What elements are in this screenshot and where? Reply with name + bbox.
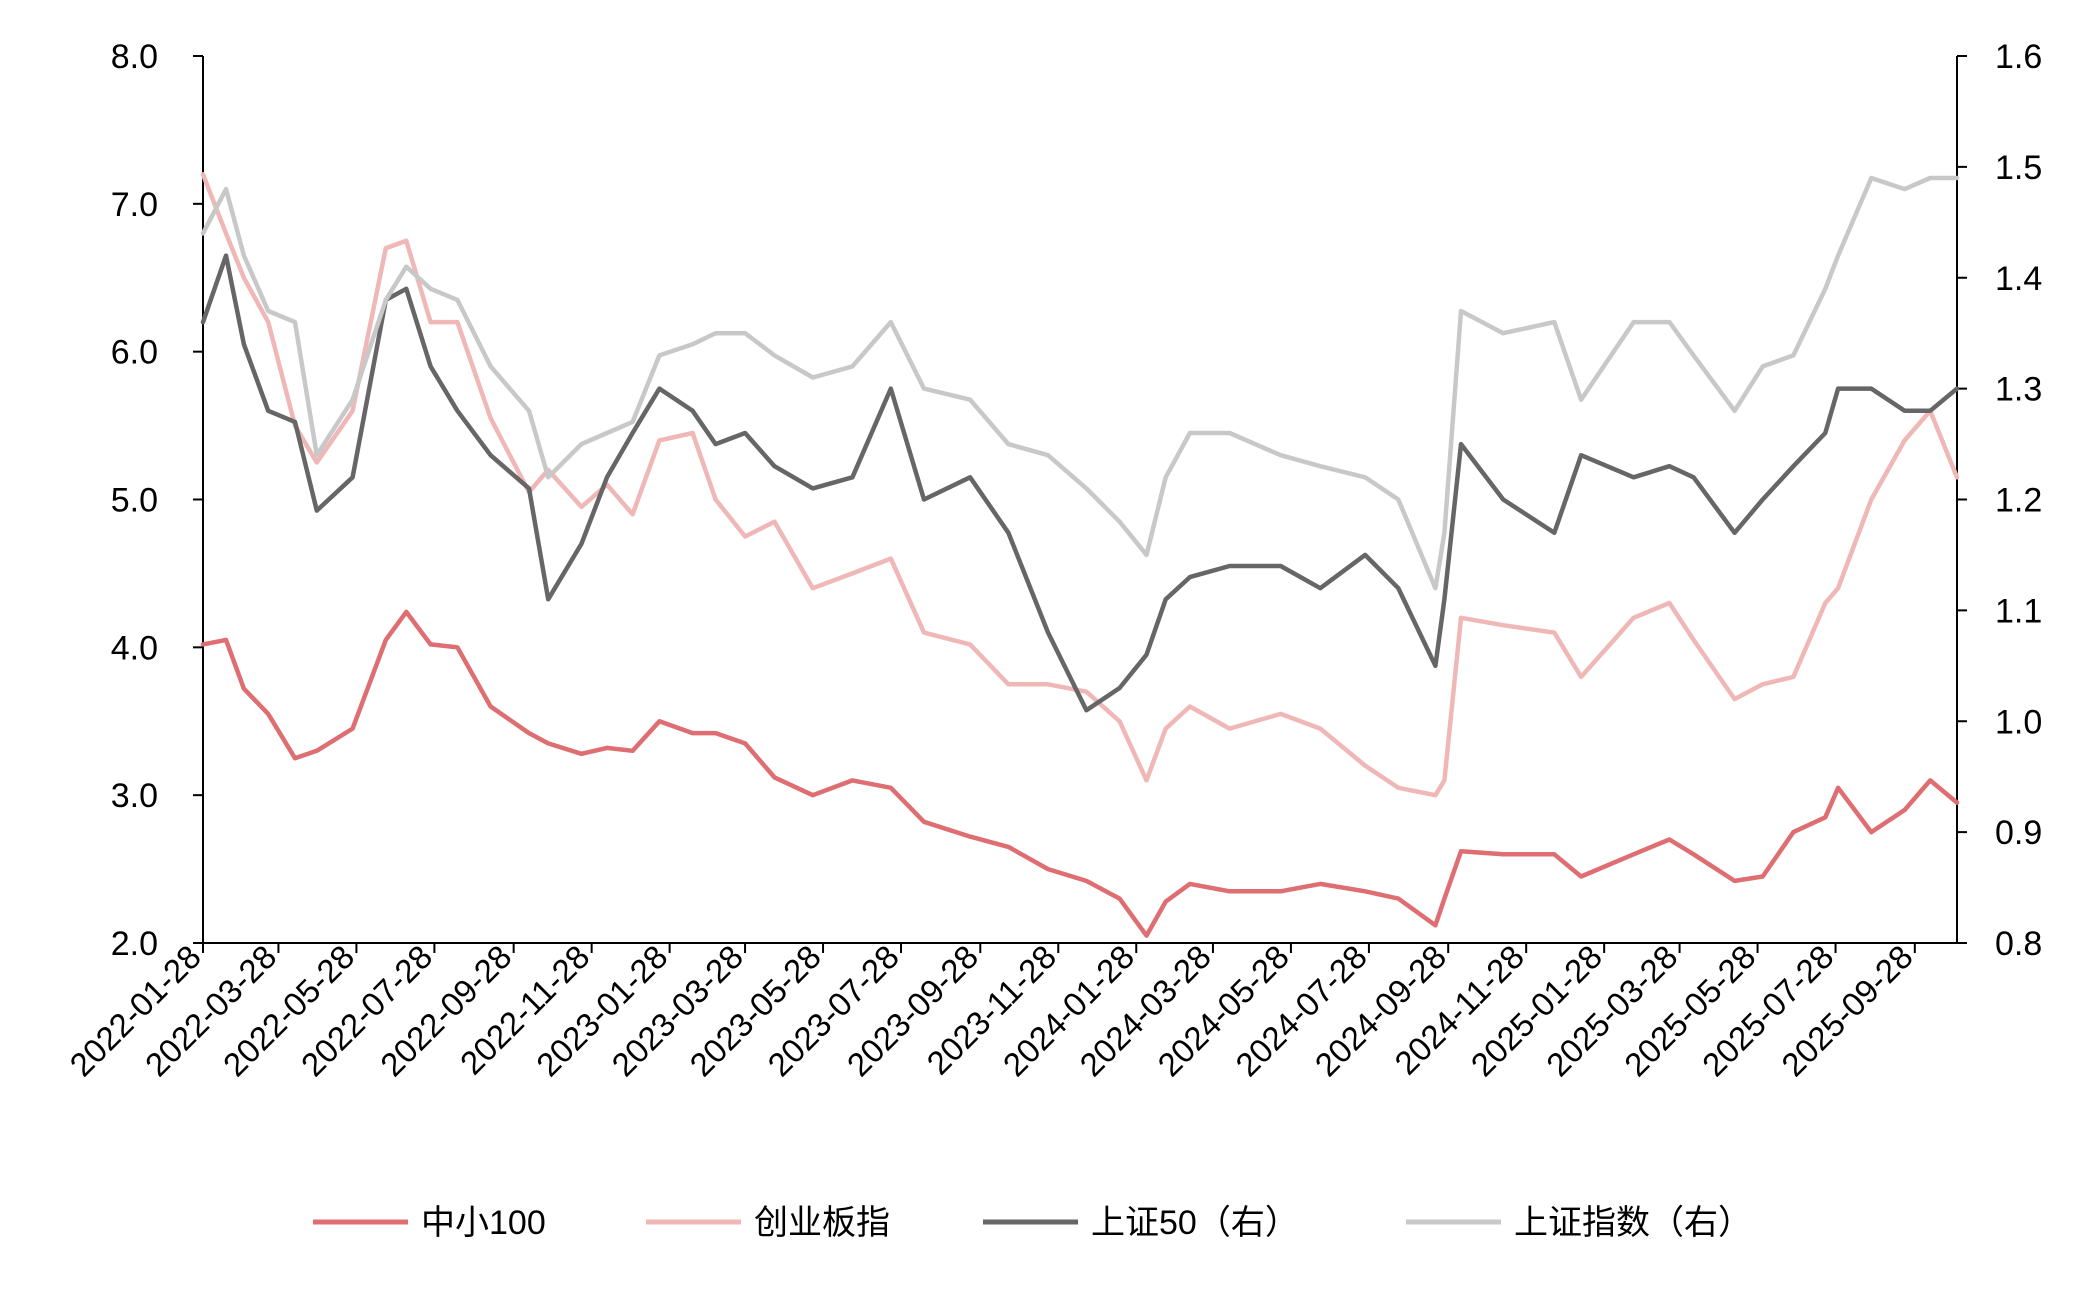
left-tick-label: 2.0: [111, 925, 158, 963]
series-line-2: [200, 253, 1960, 713]
right-tick-label: 1.1: [1995, 592, 2042, 630]
left-tick-label: 3.0: [111, 777, 158, 815]
right-tick-label: 1.0: [1995, 703, 2042, 741]
left-tick-label: 8.0: [111, 38, 158, 76]
right-tick-label: 1.6: [1995, 38, 2042, 76]
right-tick-label: 1.3: [1995, 371, 2042, 409]
right-tick-label: 1.5: [1995, 149, 2042, 187]
series-lines: [200, 172, 1960, 938]
legend-label: 上证50（右）: [1091, 1204, 1299, 1242]
left-tick-label: 6.0: [111, 334, 158, 372]
legend-label: 上证指数（右）: [1514, 1204, 1752, 1242]
left-tick-label: 4.0: [111, 629, 158, 667]
legend: 中小100 创业板指 上证50（右） 上证指数（右）: [313, 1204, 1752, 1242]
legend-label: 中小100: [421, 1204, 546, 1242]
right-tick-label: 0.8: [1995, 925, 2042, 963]
legend-label: 创业板指: [754, 1204, 890, 1242]
right-tick-label: 1.4: [1995, 260, 2042, 298]
left-tick-label: 7.0: [111, 186, 158, 224]
left-tick-label: 5.0: [111, 482, 158, 520]
series-line-3: [200, 175, 1960, 591]
right-tick-label: 0.9: [1995, 814, 2042, 852]
series-line-1: [200, 172, 1960, 798]
right-tick-label: 1.2: [1995, 482, 2042, 520]
series-line-0: [200, 609, 1960, 938]
axes: 8.0 7.0 6.0 5.0 4.0 3.0 2.0 1.6 1.5 1.4 1.3 1.2 1.1 1…: [62, 38, 2042, 1083]
